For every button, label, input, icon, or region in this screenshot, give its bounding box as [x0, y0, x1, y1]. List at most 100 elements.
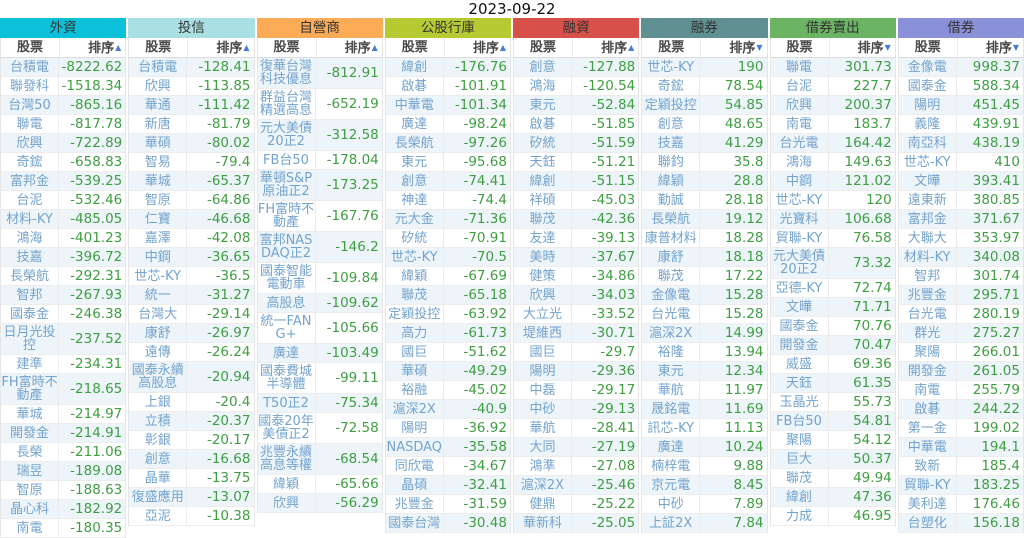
stock-link[interactable]: 兆豐金	[386, 495, 444, 513]
stock-link[interactable]: 欣興	[129, 77, 188, 95]
stock-link[interactable]: T50正2	[258, 394, 316, 412]
stock-link[interactable]: 世芯-KY	[642, 58, 701, 76]
stock-link[interactable]: 台灣50	[1, 96, 59, 114]
stock-link[interactable]: 智原	[129, 191, 188, 209]
stock-link[interactable]: FB台50	[771, 412, 829, 430]
stock-link[interactable]: 智邦	[1, 286, 59, 304]
stock-link[interactable]: 矽統	[514, 134, 572, 152]
stock-link[interactable]: 長榮航	[1, 267, 59, 285]
stock-link[interactable]: 義隆	[899, 115, 957, 133]
stock-link[interactable]: 啟碁	[514, 115, 572, 133]
stock-link[interactable]: 日月光投控	[1, 324, 59, 354]
stock-link[interactable]: 創意	[129, 450, 188, 468]
stock-link[interactable]: 健鼎	[514, 495, 572, 513]
stock-link[interactable]: 材料-KY	[899, 248, 957, 266]
stock-link[interactable]: 欣興	[258, 494, 316, 512]
stock-link[interactable]: 欣興	[1, 134, 59, 152]
stock-link[interactable]: FB台50	[258, 151, 316, 169]
stock-link[interactable]: 瑞昱	[1, 462, 59, 480]
stock-link[interactable]: 東元	[386, 153, 444, 171]
stock-link[interactable]: 緯創	[514, 172, 572, 190]
group-header-margin[interactable]: 融資	[513, 18, 640, 38]
stock-link[interactable]: 康普材料	[642, 229, 701, 247]
stock-link[interactable]: 美利達	[899, 495, 957, 513]
group-header-trust[interactable]: 投信	[128, 18, 255, 38]
stock-link[interactable]: 中鋼	[129, 248, 188, 266]
stock-link[interactable]: 矽統	[386, 229, 444, 247]
stock-link[interactable]: 東元	[642, 362, 701, 380]
stock-link[interactable]: 東元	[514, 96, 572, 114]
group-header-foreign[interactable]: 外資	[0, 18, 127, 38]
stock-link[interactable]: 巨大	[771, 450, 829, 468]
stock-link[interactable]: 陽明	[514, 362, 572, 380]
stock-link[interactable]: 陽明	[386, 419, 444, 437]
stock-link[interactable]: 貿聯-KY	[771, 229, 829, 247]
stock-link[interactable]: 群光	[899, 324, 957, 342]
stock-link[interactable]: 致新	[899, 457, 957, 475]
stock-link[interactable]: 啟碁	[386, 77, 444, 95]
stock-link[interactable]: 南電	[1, 519, 59, 537]
stock-link[interactable]: 緯創	[771, 488, 829, 506]
stock-link[interactable]: 神達	[386, 191, 444, 209]
stock-link[interactable]: 創意	[514, 58, 572, 76]
stock-link[interactable]: 長榮航	[642, 210, 701, 228]
stock-link[interactable]: 緯穎	[642, 172, 701, 190]
stock-link[interactable]: 富邦NASDAQ正2	[258, 232, 316, 262]
stock-link[interactable]: 欣興	[514, 286, 572, 304]
stock-link[interactable]: 仁寶	[129, 210, 188, 228]
stock-link[interactable]: 台光電	[771, 134, 829, 152]
stock-link[interactable]: 鴻海	[1, 229, 59, 247]
stock-link[interactable]: 華航	[642, 381, 701, 399]
stock-link[interactable]: 楠梓電	[642, 457, 701, 475]
stock-link[interactable]: 技嘉	[1, 248, 59, 266]
stock-link[interactable]: 上証2X	[642, 514, 701, 532]
stock-link[interactable]: 遠東新	[899, 191, 957, 209]
stock-link[interactable]: 技嘉	[642, 134, 701, 152]
stock-link[interactable]: 嘉澤	[129, 229, 188, 247]
stock-link[interactable]: 華新科	[514, 514, 572, 532]
stock-link[interactable]: 中砂	[514, 400, 572, 418]
group-header-dealer[interactable]: 自營商	[256, 18, 383, 38]
stock-link[interactable]: 聯茂	[386, 286, 444, 304]
stock-link[interactable]: 滬深2X	[386, 400, 444, 418]
stock-link[interactable]: 奇鋐	[1, 153, 59, 171]
stock-link[interactable]: 統一	[129, 286, 188, 304]
stock-link[interactable]: 國泰永續高股息	[129, 362, 188, 392]
stock-link[interactable]: 聯茂	[771, 469, 829, 487]
stock-link[interactable]: 啟碁	[899, 400, 957, 418]
rank-sort-header[interactable]: 排序▼	[958, 38, 1023, 57]
stock-link[interactable]: 材料-KY	[1, 210, 59, 228]
stock-link[interactable]: 聯電	[1, 115, 59, 133]
stock-link[interactable]: 金像電	[642, 286, 701, 304]
stock-link[interactable]: 裕融	[386, 381, 444, 399]
group-header-sbl[interactable]: 借券	[897, 18, 1024, 38]
stock-link[interactable]: 堤維西	[514, 324, 572, 342]
stock-link[interactable]: 開發金	[899, 362, 957, 380]
stock-link[interactable]: 上銀	[129, 393, 188, 411]
stock-link[interactable]: 台灣大	[129, 305, 188, 323]
stock-link[interactable]: 世芯-KY	[899, 153, 957, 171]
stock-link[interactable]: 統一FANG+	[258, 313, 316, 343]
stock-link[interactable]: 開發金	[771, 336, 829, 354]
stock-link[interactable]: 鴻海	[514, 77, 572, 95]
stock-link[interactable]: 天鈺	[771, 374, 829, 392]
stock-link[interactable]: 文曄	[771, 298, 829, 316]
stock-link[interactable]: 台光電	[642, 305, 701, 323]
stock-link[interactable]: 聚陽	[771, 431, 829, 449]
stock-link[interactable]: 亞德-KY	[771, 279, 829, 297]
stock-link[interactable]: 台積電	[1, 58, 59, 76]
stock-link[interactable]: 世芯-KY	[129, 267, 188, 285]
stock-link[interactable]: 華城	[1, 405, 59, 423]
stock-link[interactable]: 遠傳	[129, 343, 188, 361]
stock-link[interactable]: 友達	[514, 229, 572, 247]
stock-link[interactable]: 南亞科	[899, 134, 957, 152]
stock-link[interactable]: 健策	[514, 267, 572, 285]
stock-link[interactable]: 長榮	[1, 443, 59, 461]
stock-link[interactable]: 康舒	[129, 324, 188, 342]
stock-link[interactable]: 中鋼	[771, 172, 829, 190]
stock-link[interactable]: 國泰金	[1, 305, 59, 323]
stock-link[interactable]: 廣達	[642, 438, 701, 456]
stock-link[interactable]: 中華電	[386, 96, 444, 114]
stock-link[interactable]: 緯穎	[258, 475, 316, 493]
stock-link[interactable]: 欣興	[771, 96, 829, 114]
